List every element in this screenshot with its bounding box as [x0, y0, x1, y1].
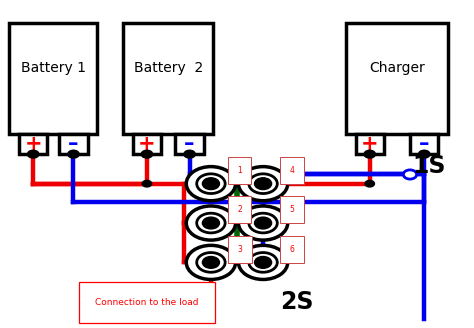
Bar: [59, 134, 88, 154]
Circle shape: [184, 150, 195, 158]
Bar: [19, 134, 47, 154]
Circle shape: [185, 151, 194, 157]
Circle shape: [255, 178, 272, 190]
Circle shape: [364, 150, 375, 158]
Bar: [346, 23, 448, 134]
Text: 3: 3: [237, 245, 242, 254]
Circle shape: [197, 213, 225, 233]
Text: –: –: [184, 134, 195, 154]
Circle shape: [249, 253, 277, 272]
Circle shape: [419, 151, 429, 157]
Text: –: –: [68, 134, 79, 154]
Text: +: +: [24, 134, 42, 154]
Circle shape: [186, 206, 236, 240]
Text: Battery 1: Battery 1: [21, 61, 86, 74]
Circle shape: [403, 170, 417, 179]
Text: 1: 1: [237, 166, 242, 175]
Text: Charger: Charger: [369, 61, 425, 74]
Circle shape: [238, 245, 288, 279]
Circle shape: [202, 217, 219, 229]
Bar: [175, 134, 204, 154]
Text: 1S: 1S: [412, 154, 446, 178]
Text: 2: 2: [237, 205, 242, 214]
Circle shape: [419, 150, 430, 158]
Bar: [356, 134, 384, 154]
Circle shape: [249, 174, 277, 194]
Bar: [123, 23, 213, 134]
Bar: [410, 134, 438, 154]
Circle shape: [197, 174, 225, 194]
Circle shape: [197, 253, 225, 272]
Circle shape: [27, 150, 39, 158]
Circle shape: [255, 217, 272, 229]
Circle shape: [238, 167, 288, 201]
Bar: [133, 134, 161, 154]
Circle shape: [365, 180, 374, 187]
Text: 2S: 2S: [280, 290, 313, 314]
Text: +: +: [361, 134, 379, 154]
Text: Connection to the load: Connection to the load: [95, 298, 198, 307]
Circle shape: [202, 178, 219, 190]
Circle shape: [238, 206, 288, 240]
Text: 6: 6: [290, 245, 294, 254]
Circle shape: [186, 167, 236, 201]
Bar: [9, 23, 97, 134]
Circle shape: [186, 245, 236, 279]
Text: +: +: [138, 134, 156, 154]
Circle shape: [141, 150, 153, 158]
Circle shape: [249, 213, 277, 233]
Text: –: –: [419, 134, 429, 154]
Text: Battery  2: Battery 2: [134, 61, 203, 74]
Circle shape: [68, 150, 79, 158]
Circle shape: [255, 256, 272, 268]
Circle shape: [202, 256, 219, 268]
Text: 4: 4: [290, 166, 294, 175]
Circle shape: [142, 180, 152, 187]
Text: 5: 5: [290, 205, 294, 214]
